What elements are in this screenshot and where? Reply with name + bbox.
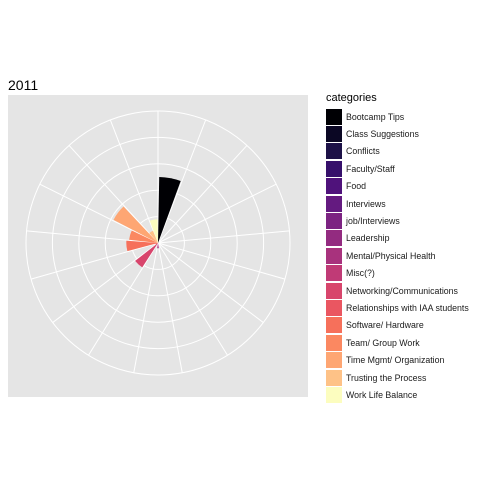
legend-swatch — [326, 352, 342, 369]
legend-swatch — [326, 386, 342, 403]
legend-swatch — [326, 282, 342, 299]
legend-swatch — [326, 299, 342, 316]
grid-spoke — [157, 242, 228, 356]
grid-spoke — [157, 242, 183, 373]
grid-spoke — [88, 242, 159, 356]
legend-label: Mental/Physical Health — [346, 250, 436, 261]
grid-spoke — [26, 230, 159, 244]
bar-10 — [135, 243, 158, 268]
legend-label: Networking/Communications — [346, 285, 458, 296]
legend-item: Food — [326, 178, 469, 195]
bar-15 — [149, 230, 158, 243]
legend: categories Bootcamp Tips Class Suggestion… — [326, 92, 469, 404]
legend-label: Food — [346, 181, 367, 192]
legend-item: Conflicts — [326, 143, 469, 160]
legend-label: Time Mgmt/ Organization — [346, 355, 445, 366]
legend-swatch — [326, 369, 342, 386]
grid-spoke — [68, 145, 159, 244]
legend-swatch — [326, 143, 342, 160]
legend-item: Leadership — [326, 230, 469, 247]
legend-label: Class Suggestions — [346, 129, 419, 140]
legend-label: Faculty/Staff — [346, 163, 395, 174]
bar-11 — [155, 243, 158, 245]
legend-item: job/Interviews — [326, 212, 469, 230]
legend-label: job/Interviews — [346, 216, 400, 227]
grid-spoke — [157, 242, 264, 323]
legend-label: Conflicts — [346, 146, 380, 157]
legend-swatch — [326, 160, 342, 177]
legend-item: Time Mgmt/ Organization — [326, 351, 469, 369]
legend-label: Work Life Balance — [346, 389, 418, 400]
legend-item: Misc(?) — [326, 265, 469, 282]
legend-label: Bootcamp Tips — [346, 111, 405, 122]
legend-item: Work Life Balance — [326, 386, 469, 403]
legend-label: Team/ Group Work — [346, 337, 420, 348]
legend-swatch — [326, 213, 342, 230]
legend-swatch — [326, 195, 342, 212]
bar-16 — [149, 219, 158, 243]
bar-0 — [158, 177, 181, 243]
grid-spoke — [133, 242, 159, 373]
legend-swatch — [326, 108, 342, 125]
bars — [113, 177, 181, 268]
legend-item: Software/ Hardware — [326, 317, 469, 334]
legend-swatch — [326, 178, 342, 195]
polar-plot — [8, 95, 308, 397]
legend-item: Relationships with IAA students — [326, 299, 469, 316]
grid-spoke — [157, 242, 286, 280]
legend-swatch — [326, 126, 342, 143]
legend-swatch — [326, 265, 342, 282]
legend-swatch — [326, 230, 342, 247]
legend-item: Faculty/Staff — [326, 160, 469, 177]
legend-label: Trusting the Process — [346, 372, 427, 383]
legend-label: Relationships with IAA students — [346, 302, 469, 313]
legend-swatch — [326, 334, 342, 351]
legend-swatch — [326, 247, 342, 264]
legend-item: Team/ Group Work — [326, 334, 469, 351]
legend-items: Bootcamp Tips Class Suggestions Conflicts F… — [326, 108, 469, 404]
legend-swatch — [326, 317, 342, 334]
grid-spoke — [39, 183, 159, 244]
grid-spoke — [157, 183, 277, 244]
legend-label: Leadership — [346, 233, 390, 244]
grid-spoke — [157, 145, 248, 244]
legend-item: Mental/Physical Health — [326, 247, 469, 264]
legend-item: Interviews — [326, 195, 469, 212]
bar-8 — [157, 243, 159, 249]
bar-14 — [113, 206, 158, 243]
grid-spoke — [157, 230, 290, 244]
legend-item: Class Suggestions — [326, 125, 469, 143]
grid-spoke — [52, 242, 159, 323]
legend-label: Software/ Hardware — [346, 320, 424, 331]
legend-label: Interviews — [346, 198, 386, 209]
grid-spoke — [109, 119, 159, 244]
legend-item: Bootcamp Tips — [326, 108, 469, 125]
grid-spoke — [30, 242, 159, 280]
grid — [25, 110, 291, 376]
legend-item: Networking/Communications — [326, 282, 469, 299]
grid-spoke — [157, 119, 207, 244]
legend-item: Trusting the Process — [326, 369, 469, 386]
chart-title: 2011 — [8, 77, 39, 93]
legend-title: categories — [326, 92, 377, 104]
bar-12 — [126, 240, 158, 252]
legend-label: Misc(?) — [346, 268, 375, 279]
bar-13 — [129, 230, 158, 243]
